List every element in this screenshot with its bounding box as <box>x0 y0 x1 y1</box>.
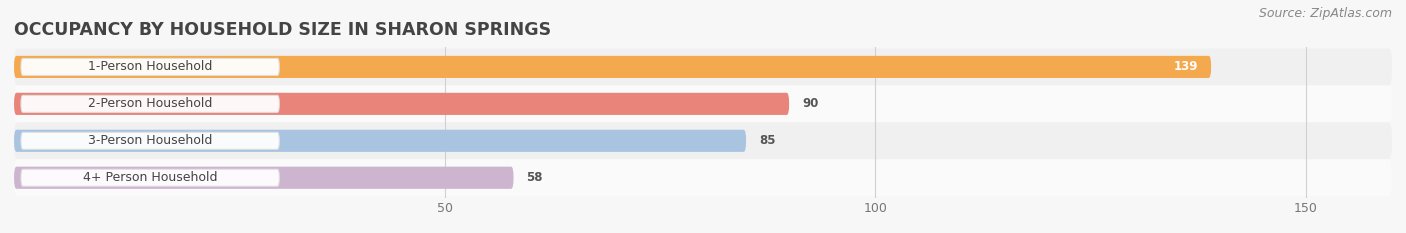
Text: OCCUPANCY BY HOUSEHOLD SIZE IN SHARON SPRINGS: OCCUPANCY BY HOUSEHOLD SIZE IN SHARON SP… <box>14 21 551 39</box>
Text: 139: 139 <box>1174 60 1198 73</box>
FancyBboxPatch shape <box>21 95 280 112</box>
Text: 90: 90 <box>801 97 818 110</box>
FancyBboxPatch shape <box>14 159 1392 196</box>
Text: 1-Person Household: 1-Person Household <box>89 60 212 73</box>
FancyBboxPatch shape <box>21 132 280 149</box>
FancyBboxPatch shape <box>14 122 1392 159</box>
Text: 58: 58 <box>526 171 543 184</box>
FancyBboxPatch shape <box>14 130 747 152</box>
FancyBboxPatch shape <box>21 58 280 75</box>
FancyBboxPatch shape <box>14 85 1392 122</box>
FancyBboxPatch shape <box>14 56 1211 78</box>
FancyBboxPatch shape <box>14 48 1392 85</box>
Text: 85: 85 <box>759 134 776 147</box>
FancyBboxPatch shape <box>14 93 789 115</box>
Text: 4+ Person Household: 4+ Person Household <box>83 171 218 184</box>
Text: 3-Person Household: 3-Person Household <box>89 134 212 147</box>
FancyBboxPatch shape <box>14 167 513 189</box>
Text: Source: ZipAtlas.com: Source: ZipAtlas.com <box>1258 7 1392 20</box>
Text: 2-Person Household: 2-Person Household <box>89 97 212 110</box>
FancyBboxPatch shape <box>21 169 280 186</box>
